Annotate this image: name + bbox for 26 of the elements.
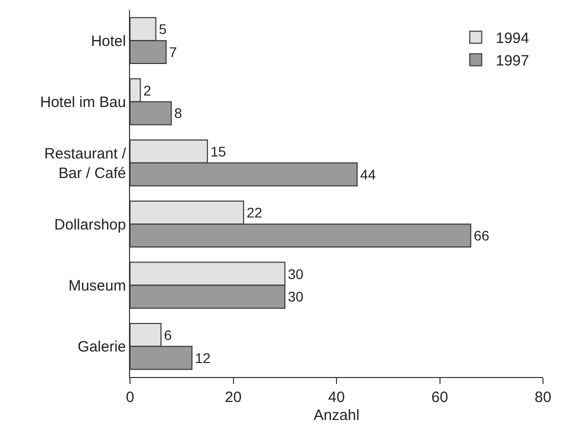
- y-tick-label: Hotel: [90, 32, 126, 50]
- legend-label: 1994: [496, 30, 530, 48]
- y-tick-label: Galerie: [78, 338, 126, 356]
- y-tick-label: Dollarshop: [54, 216, 126, 234]
- data-label: 2: [143, 82, 152, 98]
- data-label: 30: [288, 266, 304, 282]
- x-tick-label: 20: [224, 389, 242, 406]
- y-tick-label: Hotel im Bau: [40, 94, 126, 111]
- y-tick-label: Museum: [68, 278, 126, 294]
- legend-label: 1997: [496, 52, 530, 70]
- x-axis-title: Anzahl: [314, 407, 360, 424]
- x-tick-label: 60: [431, 389, 448, 406]
- data-label: 22: [246, 204, 262, 221]
- data-label: 66: [474, 228, 490, 244]
- data-label: 44: [360, 166, 376, 182]
- data-label: 7: [169, 44, 178, 60]
- x-tick-label: 0: [126, 389, 134, 406]
- x-tick-label: 80: [534, 389, 552, 406]
- data-label: 30: [288, 288, 304, 305]
- data-label: 15: [210, 143, 226, 160]
- data-label: 5: [158, 21, 167, 38]
- data-label: 8: [174, 105, 182, 122]
- y-tick-label: Restaurant / Bar / Café: [44, 145, 127, 182]
- data-label: 6: [164, 326, 172, 343]
- data-label: 12: [194, 350, 211, 366]
- x-tick-label: 40: [328, 389, 345, 406]
